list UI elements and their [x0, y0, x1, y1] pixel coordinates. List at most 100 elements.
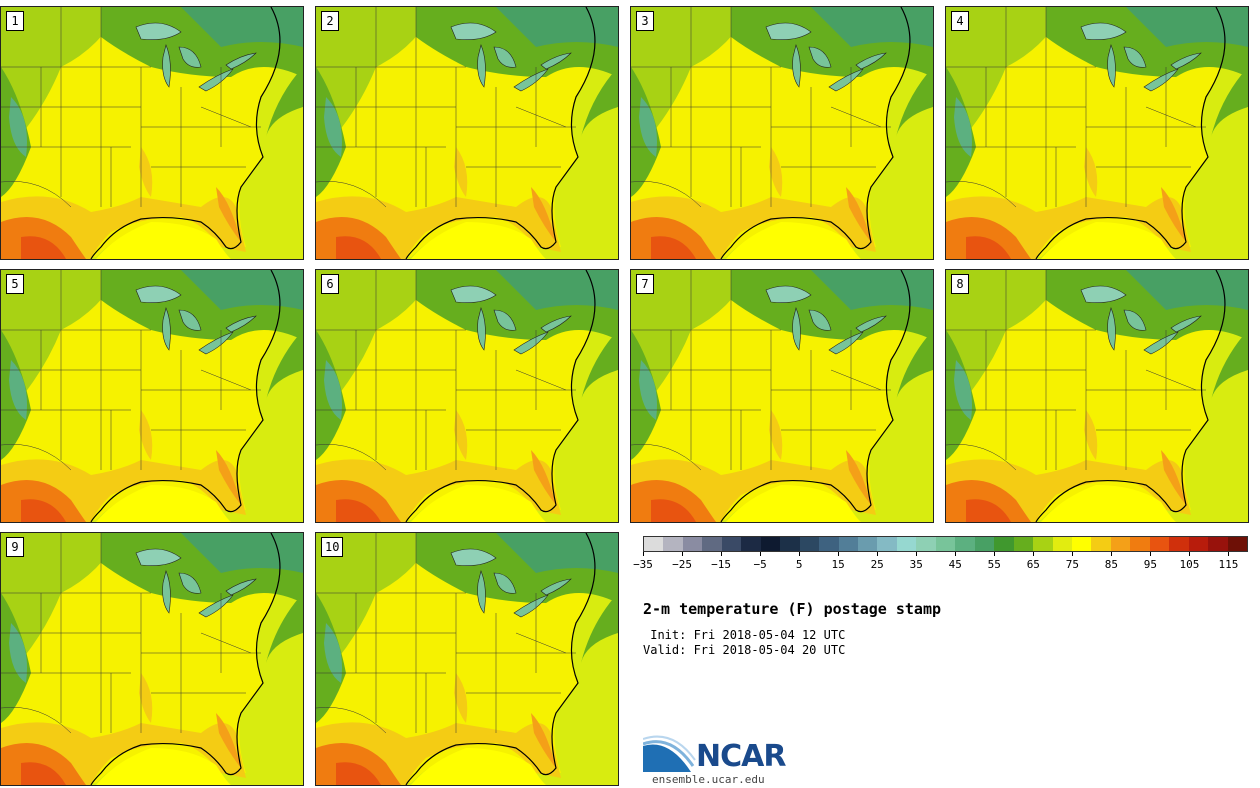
- temperature-map: [1, 533, 303, 785]
- temperature-map: [1, 7, 303, 259]
- colorbar-tick: [799, 552, 801, 556]
- colorbar-tick: [760, 552, 762, 556]
- member-label: 9: [6, 537, 24, 557]
- colorbar-tick: [1072, 552, 1074, 556]
- member-label: 5: [6, 274, 24, 294]
- temperature-map: [631, 270, 933, 522]
- temperature-map: [631, 7, 933, 259]
- member-label: 10: [321, 537, 344, 557]
- map-panel-2: 2: [315, 6, 619, 260]
- colorbar-tick-label: 15: [831, 558, 845, 571]
- colorbar-tick-label: −35: [633, 558, 653, 571]
- temperature-map: [946, 270, 1248, 522]
- temperature-map: [1, 270, 303, 522]
- colorbar-tick-label: 25: [870, 558, 884, 571]
- map-panel-6: 6: [315, 269, 619, 523]
- colorbar-tick: [994, 552, 996, 556]
- map-panel-10: 10: [315, 532, 619, 786]
- colorbar-swatch: [663, 537, 683, 551]
- colorbar-tick: [682, 552, 684, 556]
- colorbar-swatch: [1188, 537, 1209, 551]
- member-label: 8: [951, 274, 969, 294]
- colorbar-ticks: −35 −25 −15 −5 5 15 25 35 45 55 65 75 85 95 105 115: [633, 552, 1248, 576]
- init-time: Init: Fri 2018-05-04 12 UTC: [643, 628, 846, 642]
- colorbar-swatch: [896, 537, 917, 551]
- temperature-map: [946, 7, 1248, 259]
- colorbar-tick-label: 35: [909, 558, 923, 571]
- logo-wordmark: NCAR: [696, 739, 786, 774]
- colorbar-tick: [1228, 552, 1230, 556]
- member-label: 6: [321, 274, 339, 294]
- colorbar-tick-label: 85: [1104, 558, 1118, 571]
- member-label: 7: [636, 274, 654, 294]
- colorbar-tick-label: 115: [1218, 558, 1239, 571]
- colorbar-tick-label: 105: [1179, 558, 1200, 571]
- colorbar-tick-label: 5: [795, 558, 803, 571]
- map-panel-4: 4: [945, 6, 1249, 260]
- colorbar-tick: [1111, 552, 1113, 556]
- colorbar-swatch: [702, 537, 722, 551]
- colorbar-tick-label: 65: [1026, 558, 1040, 571]
- colorbar-swatch: [1071, 537, 1092, 551]
- colorbar-swatch: [741, 537, 761, 551]
- colorbar-tick: [955, 552, 957, 556]
- colorbar-swatch: [935, 537, 956, 551]
- colorbar-swatch: [1091, 537, 1111, 551]
- colorbar-swatch: [1149, 537, 1170, 551]
- colorbar-swatch: [780, 537, 800, 551]
- valid-time: Valid: Fri 2018-05-04 20 UTC: [643, 643, 846, 657]
- colorbar-swatch: [838, 537, 858, 551]
- colorbar: [643, 536, 1248, 552]
- colorbar-swatch: [1208, 537, 1228, 551]
- colorbar-swatch: [877, 537, 897, 551]
- colorbar-swatch: [916, 537, 936, 551]
- map-panel-9: 9: [0, 532, 304, 786]
- colorbar-swatch: [644, 537, 664, 551]
- colorbar-swatch: [1110, 537, 1131, 551]
- colorbar-swatch: [819, 537, 839, 551]
- ncar-logo-icon: [643, 732, 696, 772]
- colorbar-tick: [838, 552, 840, 556]
- colorbar-swatch: [994, 537, 1014, 551]
- map-panel-8: 8: [945, 269, 1249, 523]
- colorbar-tick: [1189, 552, 1191, 556]
- colorbar-swatch: [760, 537, 781, 551]
- map-panel-1: 1: [0, 6, 304, 260]
- map-panel-3: 3: [630, 6, 934, 260]
- colorbar-swatch: [1033, 537, 1053, 551]
- member-label: 3: [636, 11, 654, 31]
- colorbar-swatch: [682, 537, 703, 551]
- colorbar-tick-label: 95: [1143, 558, 1158, 571]
- colorbar-tick-label: −25: [672, 558, 692, 571]
- colorbar-swatch: [955, 537, 975, 551]
- colorbar-swatch: [721, 537, 742, 551]
- colorbar-tick: [1033, 552, 1035, 556]
- colorbar-tick-label: 75: [1065, 558, 1079, 571]
- member-label: 4: [951, 11, 969, 31]
- colorbar-swatch: [974, 537, 995, 551]
- colorbar-swatch: [1227, 537, 1248, 551]
- member-label: 1: [6, 11, 24, 31]
- colorbar-swatch: [1052, 537, 1072, 551]
- colorbar-swatch: [1013, 537, 1034, 551]
- colorbar-tick: [1150, 552, 1152, 556]
- colorbar-tick-label: −5: [753, 558, 767, 571]
- temperature-map: [316, 533, 618, 785]
- colorbar-tick: [643, 552, 644, 556]
- map-panel-7: 7: [630, 269, 934, 523]
- member-label: 2: [321, 11, 339, 31]
- colorbar-tick-label: 55: [987, 558, 1001, 571]
- logo-url: ensemble.ucar.edu: [652, 773, 765, 786]
- colorbar-swatch: [799, 537, 820, 551]
- temperature-map: [316, 270, 618, 522]
- colorbar-swatch: [1130, 537, 1150, 551]
- colorbar-swatch: [857, 537, 878, 551]
- temperature-map: [316, 7, 618, 259]
- colorbar-tick: [877, 552, 879, 556]
- colorbar-swatch: [1169, 537, 1189, 551]
- map-panel-5: 5: [0, 269, 304, 523]
- colorbar-tick-label: −15: [711, 558, 731, 571]
- plot-title: 2-m temperature (F) postage stamp: [643, 600, 942, 618]
- colorbar-tick: [916, 552, 918, 556]
- colorbar-tick-label: 45: [948, 558, 962, 571]
